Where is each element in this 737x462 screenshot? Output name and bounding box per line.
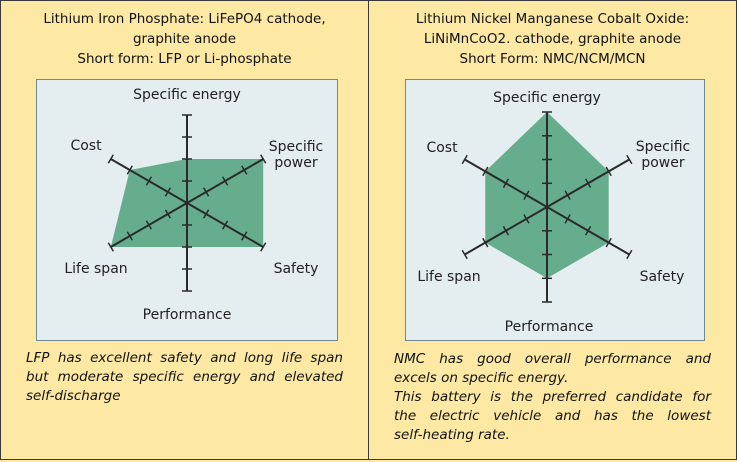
radar-tick: [564, 214, 571, 224]
radar-label-safety: Safety: [274, 261, 319, 277]
lfp-header: Lithium Iron Phosphate: LiFePO4 cathode,…: [1, 9, 368, 69]
nmc-header-line: Lithium Nickel Manganese Cobalt Oxide:: [415, 11, 690, 27]
radar-tick: [482, 237, 489, 248]
radar-tick: [126, 231, 133, 241]
nmc-caption-line: This battery is the preferred candidate …: [394, 389, 711, 405]
nmc-caption-line: NMC has good overall performance and: [394, 351, 711, 367]
radar-label-specific-power: Specific power: [269, 139, 324, 171]
radar-label-performance: Performance: [505, 319, 594, 335]
nmc-caption-line: the electric vehicle and has the lowest: [394, 408, 711, 424]
lfp-header-line: Lithium Iron Phosphate: LiFePO4 cathode,: [43, 11, 326, 27]
radar-tick: [502, 178, 510, 188]
radar-label-safety: Safety: [640, 269, 685, 285]
radar-label-cost: Cost: [70, 138, 102, 154]
lfp-caption-line: but moderate specific energy and elevate…: [26, 369, 343, 385]
nmc-caption: NMC has good overall performance and exc…: [394, 350, 711, 445]
radar-tick: [126, 165, 133, 175]
lfp-caption: LFP has excellent safety and long life s…: [26, 349, 343, 406]
radar-tick: [107, 154, 114, 164]
nmc-radar-chart-box: Specific energy Specific power Safety Perfor…: [405, 79, 705, 341]
radar-tick: [164, 187, 172, 197]
nmc-caption-line: excels on specific energy.: [394, 370, 569, 386]
radar-label-life-span: Life span: [64, 261, 127, 277]
radar-tick: [461, 249, 468, 260]
radar-tick: [584, 178, 592, 188]
lfp-panel: Lithium Iron Phosphate: LiFePO4 cathode,…: [0, 0, 369, 460]
radar-label-life-span: Life span: [417, 269, 480, 285]
lfp-header-line: Short form: LFP or Li-phosphate: [77, 51, 292, 67]
radar-label-specific-energy: Specific energy: [493, 90, 601, 106]
radar-tick: [241, 231, 248, 241]
radar-tick: [584, 226, 592, 236]
radar-tick: [221, 176, 229, 186]
radar-tick: [164, 209, 172, 219]
lfp-radar-chart-box: Specific energy Specific power Safety Perfor…: [36, 79, 338, 341]
radar-tick: [626, 249, 633, 260]
nmc-radar-chart: Specific energy Specific power Safety Perfor…: [417, 90, 691, 335]
lfp-header-line: graphite anode: [132, 31, 237, 47]
radar-tick: [145, 176, 153, 186]
radar-tick: [202, 209, 210, 219]
lfp-radar-chart: Specific energy Specific power Safety Perfor…: [64, 87, 324, 323]
radar-tick: [523, 190, 530, 200]
radar-tick: [605, 237, 612, 248]
lfp-caption-line: LFP has excellent safety and long life s…: [26, 350, 343, 366]
radar-tick: [626, 154, 633, 165]
radar-tick: [482, 166, 489, 177]
radar-label-performance: Performance: [143, 307, 232, 323]
radar-tick: [241, 165, 248, 175]
radar-tick: [461, 154, 468, 165]
nmc-header-line: LiNiMnCoO2. cathode, graphite anode: [423, 31, 682, 47]
nmc-caption-line: self-heating rate.: [394, 427, 510, 443]
nmc-panel: Lithium Nickel Manganese Cobalt Oxide: L…: [368, 0, 737, 460]
lfp-caption-line: self-discharge: [26, 388, 121, 404]
radar-tick: [260, 154, 267, 164]
radar-label-specific-energy: Specific energy: [133, 87, 241, 103]
radar-tick: [202, 187, 210, 197]
radar-label-specific-power: Specific power: [636, 139, 691, 171]
radar-tick: [523, 214, 530, 224]
radar-tick: [260, 242, 267, 252]
radar-tick: [564, 190, 571, 200]
nmc-header: Lithium Nickel Manganese Cobalt Oxide: L…: [369, 9, 736, 69]
radar-tick: [605, 166, 612, 177]
radar-tick: [107, 242, 114, 252]
radar-tick: [221, 220, 229, 230]
nmc-header-line: Short Form: NMC/NCM/MCN: [459, 51, 646, 67]
radar-label-cost: Cost: [426, 140, 458, 156]
radar-tick: [502, 226, 510, 236]
radar-tick: [145, 220, 153, 230]
